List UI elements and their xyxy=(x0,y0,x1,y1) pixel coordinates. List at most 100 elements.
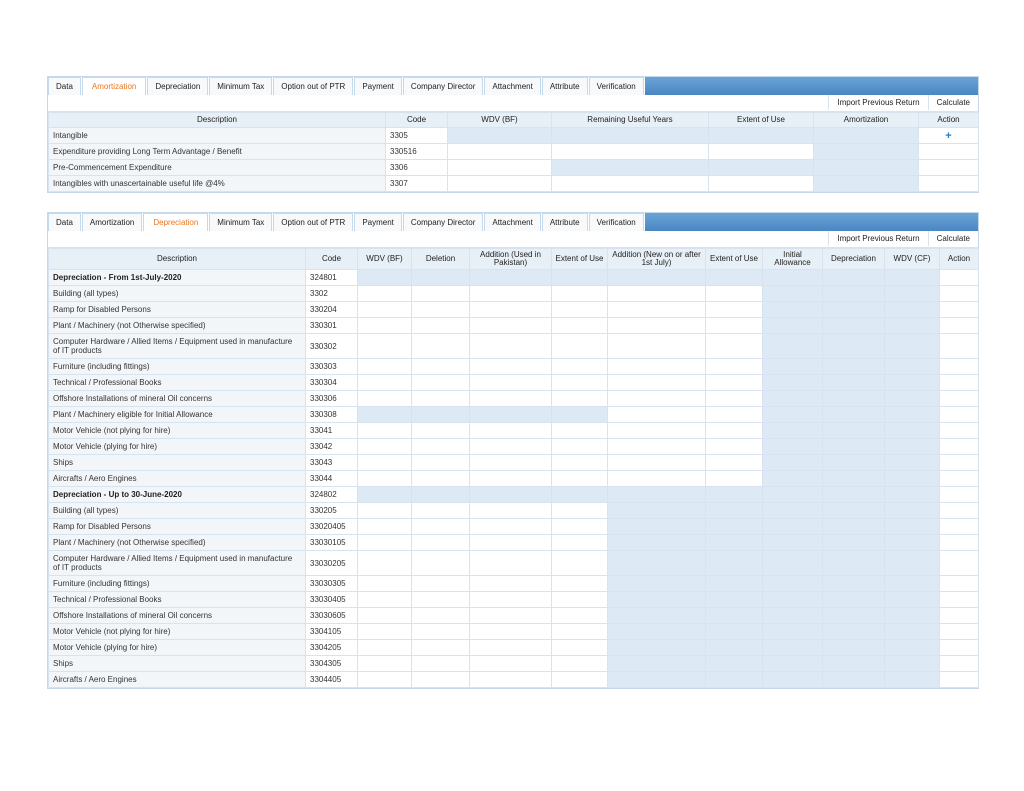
tab-option-out-of-ptr[interactable]: Option out of PTR xyxy=(273,213,354,231)
addition-used-input[interactable] xyxy=(469,534,552,551)
wdv-bf-input[interactable] xyxy=(357,518,412,535)
deletion-input[interactable] xyxy=(411,470,470,487)
extent-of-use-input[interactable] xyxy=(551,374,608,391)
wdv-bf-input[interactable] xyxy=(357,470,412,487)
addition-used-input[interactable] xyxy=(469,623,552,640)
wdv-bf-input[interactable] xyxy=(357,422,412,439)
tab-attribute[interactable]: Attribute xyxy=(541,213,588,231)
addition-used-input[interactable] xyxy=(469,390,552,407)
addition-new-input[interactable] xyxy=(607,438,706,455)
addition-used-input[interactable] xyxy=(469,671,552,688)
tab-depreciation[interactable]: Depreciation xyxy=(147,77,209,95)
wdv-bf-input[interactable] xyxy=(357,607,412,624)
tab-payment[interactable]: Payment xyxy=(354,213,402,231)
deletion-input[interactable] xyxy=(411,550,470,576)
tab-company-director[interactable]: Company Director xyxy=(402,77,484,95)
wdv-bf-input[interactable] xyxy=(357,502,412,519)
extent-of-use-input[interactable] xyxy=(708,175,814,192)
calculate-button[interactable]: Calculate xyxy=(927,231,978,246)
calculate-button[interactable]: Calculate xyxy=(927,95,978,110)
extent-of-use-input[interactable] xyxy=(551,285,608,302)
tab-minimum-tax[interactable]: Minimum Tax xyxy=(209,77,273,95)
addition-new-input[interactable] xyxy=(607,406,706,423)
tab-depreciation[interactable]: Depreciation xyxy=(143,213,209,231)
tab-data[interactable]: Data xyxy=(48,77,81,95)
tab-amortization[interactable]: Amortization xyxy=(81,213,143,231)
tab-attachment[interactable]: Attachment xyxy=(484,77,541,95)
extent-of-use-input[interactable] xyxy=(551,518,608,535)
addition-used-input[interactable] xyxy=(469,470,552,487)
tab-minimum-tax[interactable]: Minimum Tax xyxy=(209,213,273,231)
addition-used-input[interactable] xyxy=(469,438,552,455)
addition-used-input[interactable] xyxy=(469,422,552,439)
wdv-bf-input[interactable] xyxy=(357,301,412,318)
extent-of-use-2-input[interactable] xyxy=(705,317,763,334)
wdv-bf-input[interactable] xyxy=(447,175,552,192)
wdv-bf-input[interactable] xyxy=(357,591,412,608)
wdv-bf-input[interactable] xyxy=(357,454,412,471)
addition-new-input[interactable] xyxy=(607,301,706,318)
extent-of-use-2-input[interactable] xyxy=(705,438,763,455)
import-previous-return-button[interactable]: Import Previous Return xyxy=(828,95,927,110)
addition-used-input[interactable] xyxy=(469,301,552,318)
addition-new-input[interactable] xyxy=(607,358,706,375)
extent-of-use-2-input[interactable] xyxy=(705,358,763,375)
wdv-bf-input[interactable] xyxy=(357,550,412,576)
wdv-bf-input[interactable] xyxy=(357,534,412,551)
extent-of-use-2-input[interactable] xyxy=(705,470,763,487)
addition-used-input[interactable] xyxy=(469,454,552,471)
extent-of-use-2-input[interactable] xyxy=(705,406,763,423)
addition-used-input[interactable] xyxy=(469,518,552,535)
deletion-input[interactable] xyxy=(411,671,470,688)
tab-verification[interactable]: Verification xyxy=(588,77,644,95)
extent-of-use-input[interactable] xyxy=(551,301,608,318)
tab-amortization[interactable]: Amortization xyxy=(81,77,147,95)
deletion-input[interactable] xyxy=(411,502,470,519)
addition-used-input[interactable] xyxy=(469,591,552,608)
deletion-input[interactable] xyxy=(411,623,470,640)
addition-used-input[interactable] xyxy=(469,285,552,302)
deletion-input[interactable] xyxy=(411,518,470,535)
wdv-bf-input[interactable] xyxy=(357,285,412,302)
extent-of-use-2-input[interactable] xyxy=(705,374,763,391)
wdv-bf-input[interactable] xyxy=(357,333,412,359)
deletion-input[interactable] xyxy=(411,607,470,624)
deletion-input[interactable] xyxy=(411,317,470,334)
tab-attachment[interactable]: Attachment xyxy=(484,213,541,231)
deletion-input[interactable] xyxy=(411,285,470,302)
wdv-bf-input[interactable] xyxy=(357,438,412,455)
wdv-bf-input[interactable] xyxy=(357,358,412,375)
tab-verification[interactable]: Verification xyxy=(588,213,644,231)
extent-of-use-2-input[interactable] xyxy=(705,301,763,318)
wdv-bf-input[interactable] xyxy=(447,143,552,160)
wdv-bf-input[interactable] xyxy=(357,317,412,334)
deletion-input[interactable] xyxy=(411,422,470,439)
extent-of-use-input[interactable] xyxy=(551,422,608,439)
extent-of-use-input[interactable] xyxy=(551,438,608,455)
wdv-bf-input[interactable] xyxy=(357,639,412,656)
extent-of-use-2-input[interactable] xyxy=(705,422,763,439)
wdv-bf-input[interactable] xyxy=(447,159,552,176)
addition-new-input[interactable] xyxy=(607,470,706,487)
extent-of-use-2-input[interactable] xyxy=(705,454,763,471)
add-row-icon[interactable]: + xyxy=(918,127,979,144)
extent-of-use-input[interactable] xyxy=(551,390,608,407)
deletion-input[interactable] xyxy=(411,333,470,359)
deletion-input[interactable] xyxy=(411,390,470,407)
deletion-input[interactable] xyxy=(411,534,470,551)
extent-of-use-input[interactable] xyxy=(551,655,608,672)
wdv-bf-input[interactable] xyxy=(357,575,412,592)
extent-of-use-2-input[interactable] xyxy=(705,333,763,359)
addition-used-input[interactable] xyxy=(469,655,552,672)
addition-used-input[interactable] xyxy=(469,502,552,519)
extent-of-use-input[interactable] xyxy=(551,550,608,576)
remaining-years-input[interactable] xyxy=(551,143,709,160)
deletion-input[interactable] xyxy=(411,639,470,656)
deletion-input[interactable] xyxy=(411,374,470,391)
addition-used-input[interactable] xyxy=(469,639,552,656)
extent-of-use-input[interactable] xyxy=(551,607,608,624)
import-previous-return-button[interactable]: Import Previous Return xyxy=(828,231,927,246)
tab-attribute[interactable]: Attribute xyxy=(541,77,588,95)
wdv-bf-input[interactable] xyxy=(357,655,412,672)
addition-new-input[interactable] xyxy=(607,317,706,334)
